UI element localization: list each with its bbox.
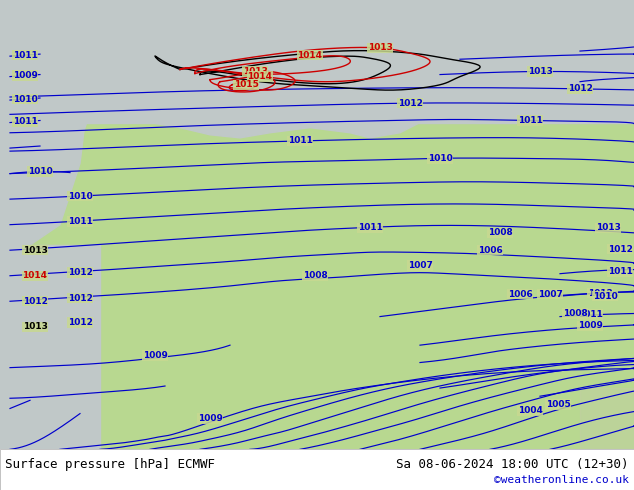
Text: 1008: 1008 bbox=[488, 228, 512, 237]
Text: 1011: 1011 bbox=[607, 267, 633, 276]
Text: 1012: 1012 bbox=[68, 268, 93, 277]
Text: 1006: 1006 bbox=[477, 245, 502, 255]
Text: 1007: 1007 bbox=[408, 261, 432, 270]
Text: 1004: 1004 bbox=[517, 406, 543, 415]
Text: 1011: 1011 bbox=[517, 116, 543, 125]
Polygon shape bbox=[0, 245, 100, 449]
Text: 1010: 1010 bbox=[68, 192, 93, 200]
Text: 1005: 1005 bbox=[546, 400, 571, 409]
Text: 1012: 1012 bbox=[68, 318, 93, 327]
Polygon shape bbox=[0, 0, 634, 122]
Text: 1009: 1009 bbox=[143, 351, 167, 360]
Text: 1014: 1014 bbox=[297, 50, 323, 60]
Text: 1007: 1007 bbox=[538, 290, 562, 298]
Text: 1009: 1009 bbox=[198, 414, 223, 423]
Text: 1011: 1011 bbox=[288, 136, 313, 146]
Text: 1008: 1008 bbox=[562, 309, 587, 318]
Text: 1011: 1011 bbox=[68, 217, 93, 226]
Text: 1009: 1009 bbox=[578, 321, 602, 330]
Text: 1010: 1010 bbox=[13, 95, 37, 103]
Polygon shape bbox=[0, 0, 634, 449]
Text: 1012: 1012 bbox=[68, 294, 93, 303]
Text: 1013: 1013 bbox=[23, 322, 48, 331]
Text: 1011: 1011 bbox=[13, 117, 37, 126]
Text: 1010: 1010 bbox=[593, 292, 618, 301]
Text: 1013: 1013 bbox=[23, 245, 48, 255]
Text: 1015: 1015 bbox=[233, 80, 259, 89]
Text: 1008: 1008 bbox=[302, 271, 327, 280]
Text: 1009: 1009 bbox=[13, 71, 37, 80]
Text: Surface pressure [hPa] ECMWF: Surface pressure [hPa] ECMWF bbox=[5, 458, 215, 471]
Text: 1013: 1013 bbox=[243, 67, 268, 76]
Text: ©weatheronline.co.uk: ©weatheronline.co.uk bbox=[494, 475, 629, 485]
Polygon shape bbox=[0, 0, 634, 138]
Text: 1012: 1012 bbox=[398, 98, 422, 108]
Text: 1006: 1006 bbox=[508, 290, 533, 298]
Text: 1013: 1013 bbox=[368, 44, 392, 52]
Text: 1013: 1013 bbox=[595, 223, 621, 232]
Text: Sa 08-06-2024 18:00 UTC (12+30): Sa 08-06-2024 18:00 UTC (12+30) bbox=[396, 458, 629, 471]
Text: 1012: 1012 bbox=[23, 297, 48, 306]
Text: 1014: 1014 bbox=[247, 72, 273, 81]
Text: 1013: 1013 bbox=[527, 67, 552, 76]
Text: 1011: 1011 bbox=[13, 50, 37, 60]
Polygon shape bbox=[580, 388, 634, 449]
Text: 1011: 1011 bbox=[358, 223, 382, 232]
Text: 1011: 1011 bbox=[578, 310, 602, 319]
Polygon shape bbox=[0, 0, 100, 215]
Text: 1012: 1012 bbox=[567, 84, 592, 93]
Text: 1010: 1010 bbox=[28, 167, 53, 176]
Text: 1010: 1010 bbox=[427, 154, 453, 163]
Polygon shape bbox=[0, 0, 100, 245]
Text: 1012: 1012 bbox=[607, 245, 633, 254]
Text: 1014: 1014 bbox=[22, 271, 48, 280]
Text: 1012: 1012 bbox=[588, 289, 612, 297]
